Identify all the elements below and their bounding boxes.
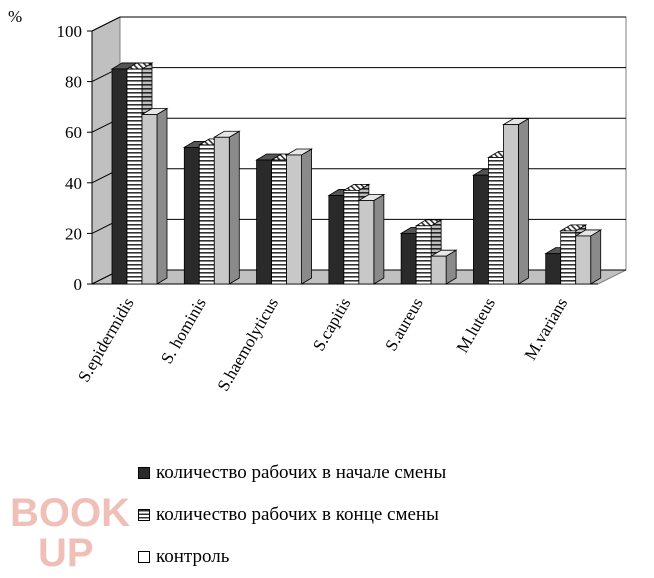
- x-category-label: S.capitis: [309, 295, 355, 355]
- y-tick-labels: 0 20 40 60 80 100: [57, 22, 83, 294]
- bar-2-3: [357, 193, 386, 285]
- watermark-logo: BOOK UP: [10, 491, 130, 568]
- x-category-label: S.haemolyticus: [214, 295, 283, 395]
- bar-2-6: [574, 229, 603, 285]
- bar-2-0: [140, 107, 169, 285]
- legend-swatch-striped: [138, 509, 150, 521]
- bar-chart: 0 20 40 60 80 100 S.epidermidis S. hominis S.ha…: [8, 7, 627, 394]
- x-category-label: S.aureus: [381, 295, 426, 355]
- legend-item-control: контроль: [138, 536, 446, 578]
- bars: [110, 62, 603, 285]
- x-category-label: S.epidermidis: [74, 295, 137, 386]
- y-tick-label: 0: [74, 275, 83, 294]
- y-tick-label: 20: [65, 224, 82, 243]
- bar-2-2: [285, 148, 314, 285]
- bar-2-4: [429, 249, 458, 285]
- x-category-label: M.varians: [521, 295, 572, 364]
- legend-label: количество рабочих в конце смены: [156, 504, 439, 525]
- legend-swatch-light: [138, 551, 150, 563]
- x-category-label: M.luteus: [453, 294, 499, 355]
- gridline: [91, 16, 626, 32]
- legend: количество рабочих в начале смены количе…: [138, 452, 446, 578]
- y-tick-label: 60: [65, 123, 82, 142]
- y-tick-label: 40: [65, 174, 82, 193]
- legend-label: контроль: [156, 546, 230, 567]
- y-tick-label: 100: [57, 22, 83, 41]
- legend-item-end: количество рабочих в конце смены: [138, 494, 446, 536]
- legend-item-start: количество рабочих в начале смены: [138, 452, 446, 494]
- x-category-labels: S.epidermidis S. hominis S.haemolyticus S.c…: [74, 294, 571, 394]
- x-category-label: S. hominis: [157, 295, 210, 368]
- legend-label: количество рабочих в начале смены: [156, 462, 447, 483]
- y-unit-label: %: [8, 7, 22, 26]
- legend-swatch-dark: [138, 467, 150, 479]
- bar-2-1: [212, 130, 241, 285]
- svg-text:BOOK: BOOK: [10, 491, 130, 535]
- svg-text:UP: UP: [38, 531, 94, 568]
- y-tick-label: 80: [65, 73, 82, 92]
- bar-2-5: [501, 117, 530, 285]
